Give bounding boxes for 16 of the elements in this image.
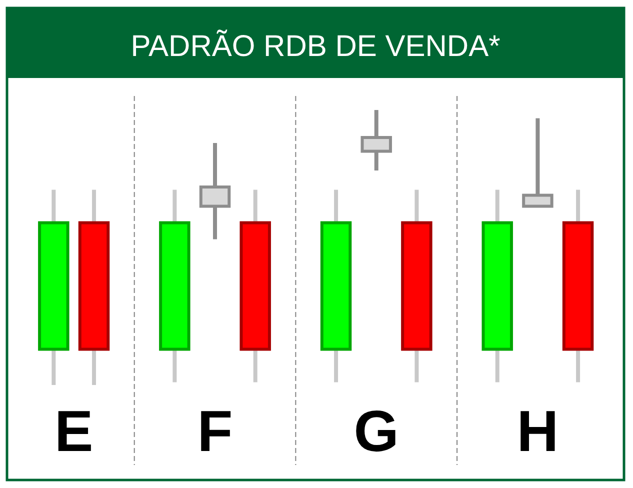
candlestick bbox=[401, 190, 432, 382]
candlestick bbox=[482, 190, 513, 382]
chart-title: PADRÃO RDB DE VENDA* bbox=[130, 29, 501, 63]
candlestick bbox=[159, 190, 190, 382]
text: G bbox=[354, 399, 399, 464]
text: E bbox=[54, 399, 94, 464]
text: H bbox=[516, 399, 559, 464]
candlestick bbox=[38, 190, 70, 385]
candlestick bbox=[562, 190, 594, 382]
candlestick bbox=[360, 110, 392, 170]
candlestick bbox=[240, 190, 271, 382]
text: F bbox=[197, 399, 233, 464]
candlestick bbox=[78, 190, 110, 385]
candlestick bbox=[320, 190, 352, 382]
candlestick bbox=[199, 143, 231, 240]
candlestick bbox=[522, 118, 554, 208]
